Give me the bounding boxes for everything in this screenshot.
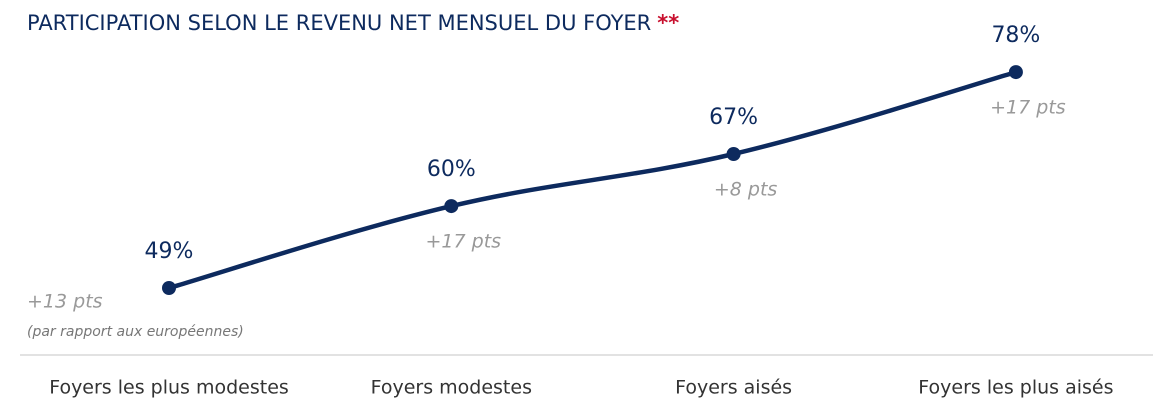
x-tick-label: Foyers les plus modestes xyxy=(49,377,289,399)
point xyxy=(1008,65,1023,80)
annotation: +17 pts xyxy=(990,97,1066,119)
point xyxy=(444,199,459,214)
x-tick-label: Foyers les plus aisés xyxy=(918,377,1113,399)
point xyxy=(162,281,176,295)
x-tick-label: Foyers modestes xyxy=(371,377,532,399)
point xyxy=(726,147,741,161)
annotation: +17 pts xyxy=(426,231,502,253)
value-label: 78% xyxy=(991,23,1040,48)
title-text: PARTICIPATION SELON LE REVENU NET MENSUE… xyxy=(27,11,651,35)
x-tick-label: Foyers aisés xyxy=(675,377,792,399)
line xyxy=(166,69,1019,291)
value-label: 60% xyxy=(427,157,476,182)
annotation-note: (par rapport aux européennes) xyxy=(27,324,244,340)
value-label: 49% xyxy=(145,239,194,264)
annotation: +8 pts xyxy=(714,179,778,201)
annotation: +13 pts xyxy=(27,291,103,313)
chart-title: PARTICIPATION SELON LE REVENU NET MENSUE… xyxy=(27,11,679,35)
value-label: 67% xyxy=(709,105,758,130)
title-suffix: ** xyxy=(657,11,679,35)
